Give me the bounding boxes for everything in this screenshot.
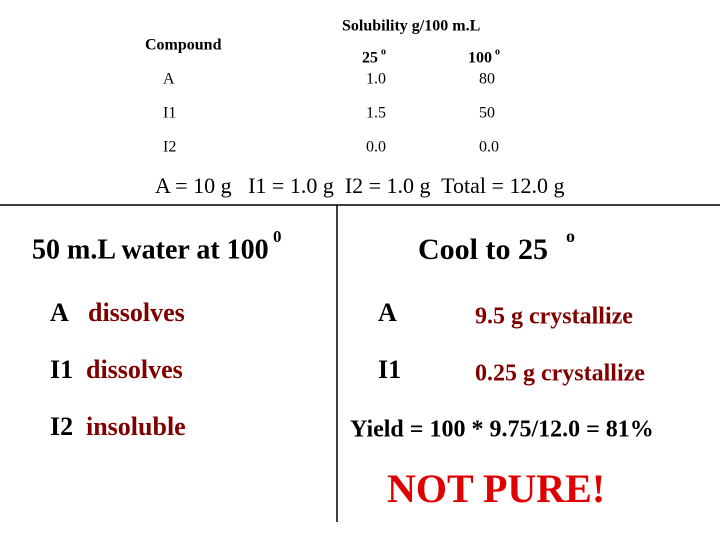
solubility-value: 1.0 xyxy=(366,71,386,88)
compound-name: A xyxy=(50,298,69,327)
compound-name: I1 xyxy=(163,105,176,122)
left-heading: 50 m.L water at 100 xyxy=(32,234,269,265)
compound-header: Compound xyxy=(145,37,222,54)
solubility-value: 1.5 xyxy=(366,105,386,122)
solubility-value: 80 xyxy=(479,71,495,88)
temp-sup: o xyxy=(381,46,386,57)
status: dissolves xyxy=(88,298,185,327)
compound-name: I2 xyxy=(50,412,73,441)
status: insoluble xyxy=(86,412,186,441)
solubility-header: Solubility g/100 m.L xyxy=(342,18,480,35)
summary: A = 10 g I1 = 1.0 g I2 = 1.0 g Total = 1… xyxy=(155,173,564,198)
solubility-value: 0.0 xyxy=(479,139,499,156)
right-heading: Cool to 25 xyxy=(418,233,548,266)
result: 0.25 g crystallize xyxy=(475,361,645,387)
temp-header: 100 xyxy=(468,50,492,67)
yield: Yield = 100 * 9.75/12.0 = 81% xyxy=(350,417,654,443)
compound-name: A xyxy=(163,71,175,88)
temp-sup: o xyxy=(495,46,500,57)
heading-sup: o xyxy=(566,226,575,246)
compound-name: I1 xyxy=(378,355,401,384)
compound-name: I2 xyxy=(163,139,176,156)
result: 9.5 g crystallize xyxy=(475,304,633,330)
compound-name: A xyxy=(378,298,397,327)
heading-sup: 0 xyxy=(273,227,282,246)
table-rows: A 1.0 80 I1 1.5 50 I2 0.0 0.0 xyxy=(163,71,499,156)
solubility-value: 50 xyxy=(479,105,495,122)
verdict: NOT PURE! xyxy=(387,466,605,511)
solubility-value: 0.0 xyxy=(366,139,386,156)
compound-name: I1 xyxy=(50,355,73,384)
temp-header: 25 xyxy=(362,50,378,67)
status: dissolves xyxy=(86,355,183,384)
